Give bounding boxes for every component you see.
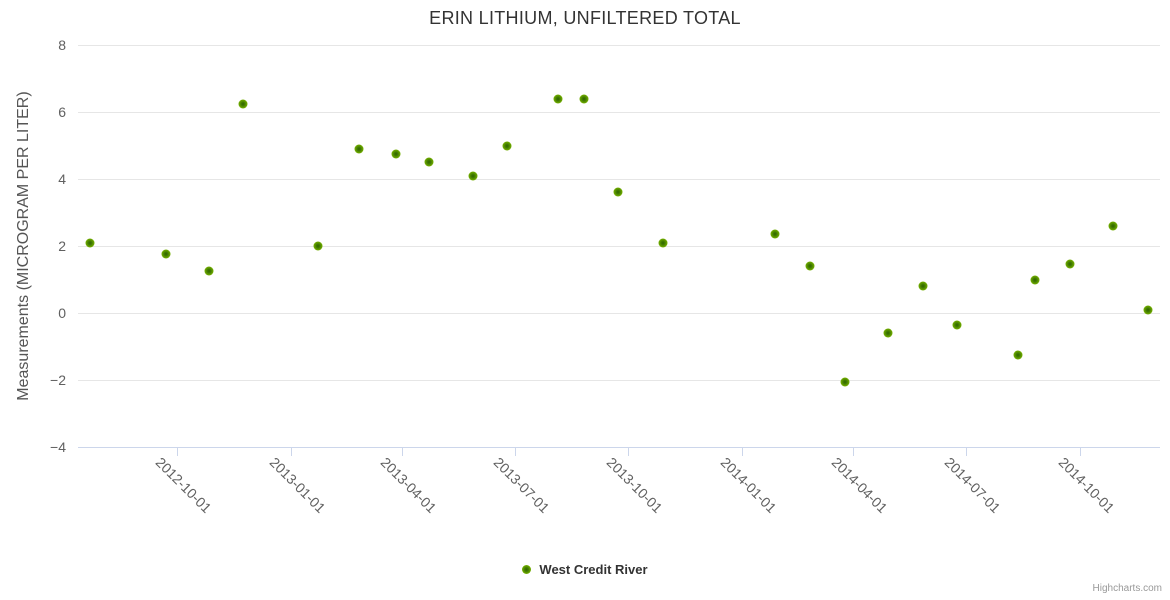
x-axis-tick xyxy=(402,447,403,456)
data-point[interactable] xyxy=(502,141,512,150)
y-axis-tick-label: 2 xyxy=(58,238,66,254)
x-axis-tick-label: 2013-01-01 xyxy=(266,454,329,516)
data-point[interactable] xyxy=(883,328,893,338)
data-point[interactable] xyxy=(1030,275,1040,284)
x-axis-line xyxy=(78,447,1160,448)
data-point[interactable] xyxy=(238,99,247,109)
x-axis-tick xyxy=(291,447,292,456)
data-point[interactable] xyxy=(1108,221,1118,231)
x-axis-tick-label: 2014-07-01 xyxy=(941,454,1004,516)
x-axis-tick-label: 2013-07-01 xyxy=(490,454,553,516)
highcharts-credits-link[interactable]: Highcharts.com xyxy=(1092,583,1162,594)
data-point[interactable] xyxy=(952,320,962,330)
y-axis-tick-label: 8 xyxy=(58,37,66,53)
x-axis-tick-label: 2013-04-01 xyxy=(377,454,440,516)
data-point[interactable] xyxy=(918,281,928,291)
y-axis-tick-label: 0 xyxy=(58,305,66,321)
y-gridline xyxy=(78,179,1160,180)
data-point[interactable] xyxy=(424,157,434,167)
x-axis-tick-label: 2014-04-01 xyxy=(828,454,891,516)
data-point[interactable] xyxy=(658,238,668,248)
y-axis-tick-label: −4 xyxy=(50,439,66,455)
data-point[interactable] xyxy=(553,94,563,104)
y-axis-tick-label: −2 xyxy=(50,372,66,388)
y-gridline xyxy=(78,246,1160,247)
legend-item-west-credit-river[interactable]: West Credit River xyxy=(0,562,1170,577)
y-gridline xyxy=(78,313,1160,314)
legend-marker-icon xyxy=(522,565,532,574)
y-axis-tick-label: 4 xyxy=(58,171,66,187)
x-axis-tick xyxy=(515,447,516,456)
data-point[interactable] xyxy=(579,94,589,104)
data-point[interactable] xyxy=(85,238,95,248)
x-axis-tick-label: 2012-10-01 xyxy=(152,454,215,516)
data-point[interactable] xyxy=(313,241,323,251)
data-point[interactable] xyxy=(613,187,623,197)
legend-label: West Credit River xyxy=(539,562,648,577)
y-axis-tick-label: 6 xyxy=(58,104,66,120)
x-axis-tick-label: 2014-10-01 xyxy=(1055,454,1118,516)
data-point[interactable] xyxy=(354,144,364,154)
data-point[interactable] xyxy=(391,149,401,159)
chart-title: ERIN LITHIUM, UNFILTERED TOTAL xyxy=(429,8,741,28)
x-axis-tick xyxy=(966,447,967,456)
x-axis-tick xyxy=(177,447,178,456)
y-gridline xyxy=(78,112,1160,113)
data-point[interactable] xyxy=(1013,350,1023,360)
data-point[interactable] xyxy=(468,171,477,181)
x-axis-tick-label: 2013-10-01 xyxy=(603,454,666,516)
data-point[interactable] xyxy=(770,229,780,239)
data-point[interactable] xyxy=(1065,259,1075,269)
x-axis-tick xyxy=(853,447,854,456)
x-axis-tick xyxy=(742,447,743,456)
x-axis-tick xyxy=(1080,447,1081,456)
x-axis-tick-label: 2014-01-01 xyxy=(717,454,780,516)
y-gridline xyxy=(78,45,1160,46)
data-point[interactable] xyxy=(161,249,171,259)
data-point[interactable] xyxy=(805,261,815,271)
data-point[interactable] xyxy=(840,377,850,387)
x-axis-tick xyxy=(628,447,629,456)
y-gridline xyxy=(78,380,1160,381)
data-point[interactable] xyxy=(204,266,214,276)
data-point[interactable] xyxy=(1143,305,1153,315)
